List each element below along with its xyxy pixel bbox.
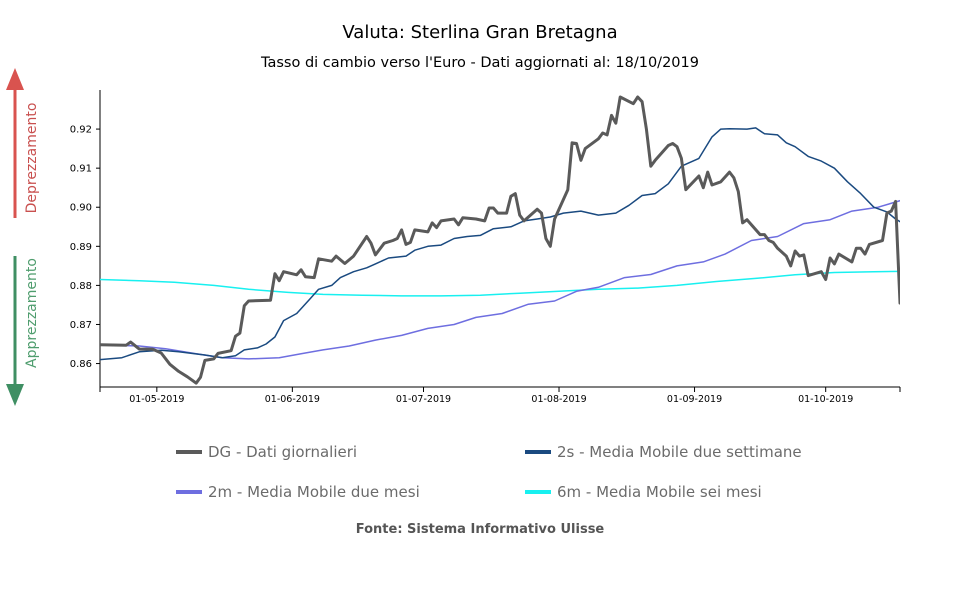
series-line-2m	[100, 199, 900, 360]
x-tick-label: 01-06-2019	[265, 394, 320, 405]
x-tick-label: 01-10-2019	[798, 394, 853, 405]
legend-label-6m: 6m - Media Mobile sei mesi	[557, 483, 762, 501]
x-tick-label: 01-08-2019	[531, 394, 586, 405]
y-tick-label: 0.92	[70, 125, 92, 136]
appreciation-label: Apprezzamento	[24, 258, 40, 368]
chart-series	[100, 95, 900, 385]
legend-label-2s: 2s - Media Mobile due settimane	[557, 443, 802, 461]
legend-item-6m: 6m - Media Mobile sei mesi	[525, 483, 762, 501]
y-tick-label: 0.89	[70, 242, 92, 253]
y-tick-label: 0.88	[70, 281, 92, 292]
series-line-6m	[100, 270, 900, 297]
x-tick-label: 01-05-2019	[129, 394, 184, 405]
legend-item-dg: DG - Dati giornalieri	[176, 443, 357, 461]
legend-item-2s: 2s - Media Mobile due settimane	[525, 443, 802, 461]
legend-item-2m: 2m - Media Mobile due mesi	[176, 483, 420, 501]
legend-swatch-2m	[176, 490, 202, 494]
direction-arrows	[6, 68, 24, 406]
legend-swatch-dg	[176, 450, 202, 454]
chart-axes: 0.86 0.87 0.88 0.89 0.90 0.91 0.92 01-05-2019 01…	[70, 90, 901, 405]
legend-label-2m: 2m - Media Mobile due mesi	[208, 483, 420, 501]
legend-swatch-6m	[525, 490, 551, 494]
chart-title: Valuta: Sterlina Gran Bretagna	[342, 22, 618, 43]
y-tick-label: 0.91	[70, 164, 92, 175]
x-tick-label: 01-09-2019	[667, 394, 722, 405]
legend-label-dg: DG - Dati giornalieri	[208, 443, 358, 461]
y-tick-label: 0.86	[70, 359, 92, 370]
y-tick-label: 0.90	[70, 203, 92, 214]
chart-subtitle: Tasso di cambio verso l'Euro - Dati aggi…	[261, 55, 699, 71]
depreciation-label: Deprezzamento	[24, 102, 40, 214]
legend-swatch-2s	[525, 450, 551, 454]
series-line-2s	[100, 127, 900, 361]
x-tick-label: 01-07-2019	[396, 394, 451, 405]
y-tick-label: 0.87	[70, 320, 92, 331]
data-source: Fonte: Sistema Informativo Ulisse	[355, 522, 605, 537]
series-line-dg	[100, 95, 900, 385]
up-arrow-icon	[6, 68, 24, 90]
down-arrow-icon	[6, 384, 24, 406]
